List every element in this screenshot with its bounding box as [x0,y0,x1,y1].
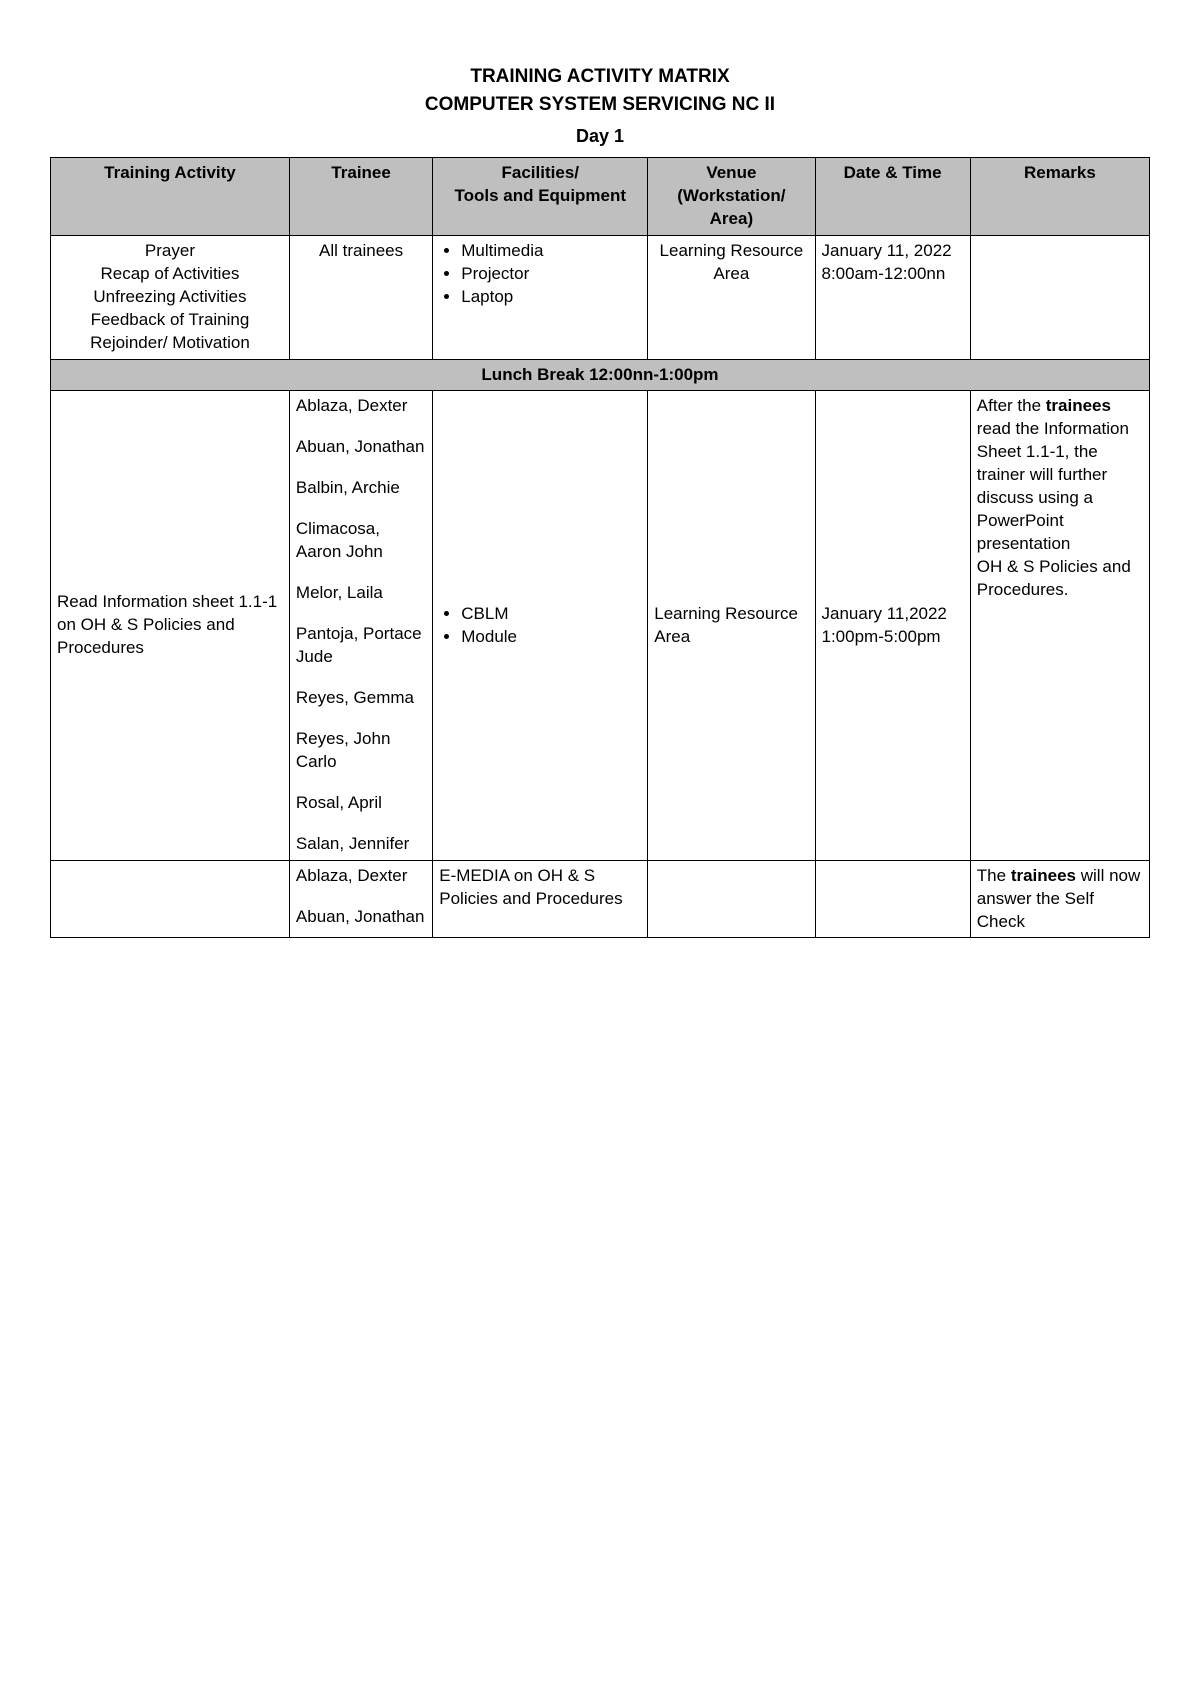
title-main: TRAINING ACTIVITY MATRIX [50,66,1150,88]
cell-activity: Prayer Recap of Activities Unfreezing Ac… [51,235,290,359]
cell-remarks: The trainees will now answer the Self Ch… [970,860,1149,938]
cell-facilities: E-MEDIA on OH & S Policies and Procedure… [433,860,648,938]
cell-venue: Learning Resource Area [648,235,815,359]
cell-remarks: After the trainees read the Information … [970,391,1149,860]
col-remarks: Remarks [970,158,1149,236]
lunch-break-row: Lunch Break 12:00nn-1:00pm [51,359,1150,391]
table-row: Ablaza, Dexter Abuan, Jonathan E-MEDIA o… [51,860,1150,938]
cell-facilities: CBLM Module [433,391,648,860]
col-venue: Venue (Workstation/ Area) [648,158,815,236]
cell-remarks [970,235,1149,359]
cell-trainee: All trainees [289,235,432,359]
cell-trainee: Ablaza, Dexter Abuan, Jonathan Balbin, A… [289,391,432,860]
cell-datetime: January 11, 2022 8:00am-12:00nn [815,235,970,359]
table-row: Read Information sheet 1.1-1 on OH & S P… [51,391,1150,860]
table-row: Prayer Recap of Activities Unfreezing Ac… [51,235,1150,359]
title-sub: COMPUTER SYSTEM SERVICING NC II [50,94,1150,116]
title-day: Day 1 [50,126,1150,147]
cell-activity [51,860,290,938]
cell-datetime [815,860,970,938]
col-training-activity: Training Activity [51,158,290,236]
training-matrix-table: Training Activity Trainee Facilities/ To… [50,157,1150,938]
col-datetime: Date & Time [815,158,970,236]
table-header-row: Training Activity Trainee Facilities/ To… [51,158,1150,236]
col-trainee: Trainee [289,158,432,236]
cell-activity: Read Information sheet 1.1-1 on OH & S P… [51,391,290,860]
cell-facilities: Multimedia Projector Laptop [433,235,648,359]
cell-venue: Learning Resource Area [648,391,815,860]
cell-venue [648,860,815,938]
col-facilities: Facilities/ Tools and Equipment [433,158,648,236]
cell-trainee: Ablaza, Dexter Abuan, Jonathan [289,860,432,938]
cell-datetime: January 11,2022 1:00pm-5:00pm [815,391,970,860]
lunch-break-cell: Lunch Break 12:00nn-1:00pm [51,359,1150,391]
title-block: TRAINING ACTIVITY MATRIX COMPUTER SYSTEM… [50,66,1150,147]
